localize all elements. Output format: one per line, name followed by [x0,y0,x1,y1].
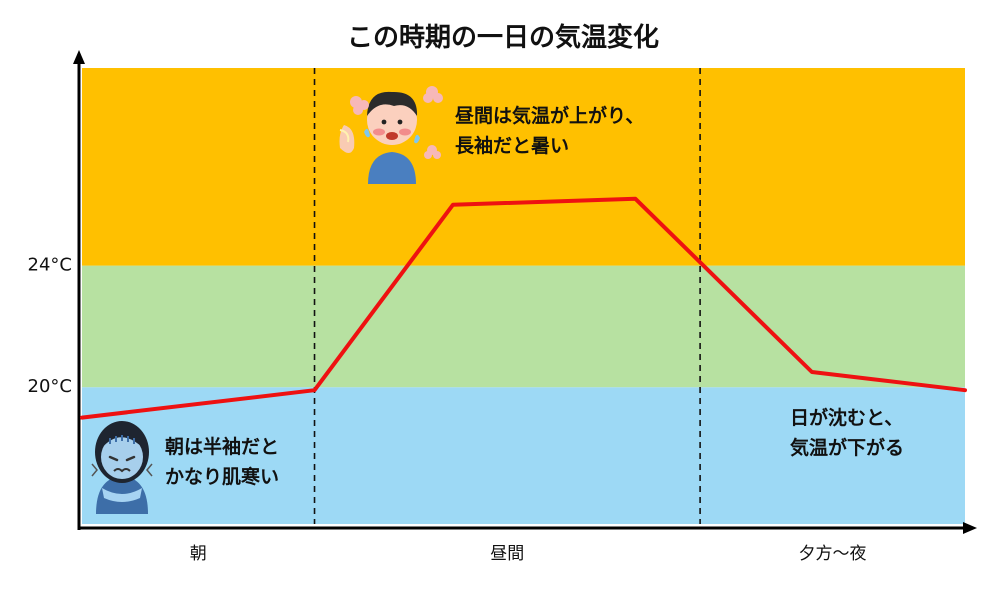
axes [73,50,977,534]
y-tick-label-0: 20°C [28,376,72,397]
temperature-bands [82,68,965,524]
temperature-band-1 [82,265,965,388]
y-tick-label-1: 24°C [28,255,72,276]
evening-note-line-1: 日が沈むと、 [790,406,903,429]
temperature-point-1 [313,388,317,392]
morning-note-line-2: かなり肌寒い [165,465,279,488]
series-layer [80,196,967,420]
x-axis-arrow [963,522,977,534]
x-tick-label-1: 昼間 [490,544,524,564]
time-dividers [313,68,701,524]
x-tick-label-2: 夕方〜夜 [799,544,867,564]
temperature-point-4 [810,370,814,374]
y-ticks: 20°C 24°C [28,255,72,398]
temperature-point-0 [80,416,84,420]
y-axis-arrow [73,50,85,64]
x-tick-label-0: 朝 [190,544,207,564]
temperature-point-2 [451,203,455,207]
chart-title: この時期の一日の気温変化 [347,22,659,53]
daytime-note-line-2: 長袖だと暑い [455,134,569,157]
temperature-line-0 [80,196,967,420]
daytime-note-line-1: 昼間は気温が上がり、 [455,104,644,127]
temperature-point-3 [633,197,637,201]
morning-note-line-1: 朝は半袖だと [165,435,279,458]
temperature-band-2 [82,68,965,266]
x-ticks: 朝 昼間 夕方〜夜 [190,544,867,564]
temperature-band-0 [82,387,965,524]
sweating-person-icon [339,86,443,184]
evening-note-line-2: 気温が下がる [790,436,904,459]
shivering-person-icon [91,421,153,514]
temperature-point-5 [963,388,967,392]
